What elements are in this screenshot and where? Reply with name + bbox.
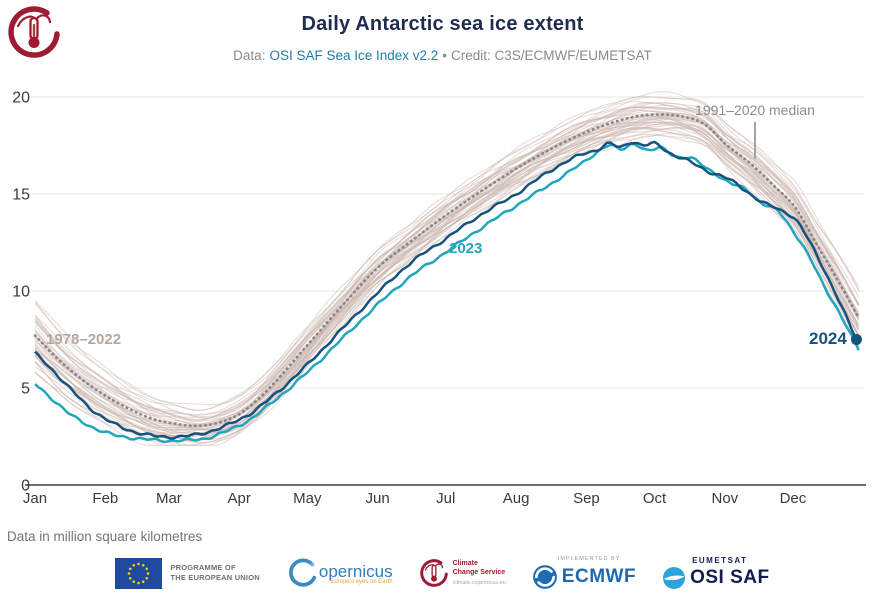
- y-tick-label: 20: [12, 90, 30, 107]
- osisaf-name: OSI SAF: [690, 567, 770, 588]
- background-year-line: [34, 109, 860, 425]
- c3s-footer-logo: Climate Change Service climate.copernicu…: [419, 558, 506, 588]
- background-year-line: [34, 96, 860, 412]
- eumetsat-label: EUMETSAT: [692, 556, 748, 565]
- x-tick-label: Sep: [573, 490, 600, 507]
- copernicus-name: opernicus: [318, 561, 393, 581]
- background-year-line: [34, 102, 860, 419]
- ecmwf-logo: IMPLEMENTED BY ECMWF: [532, 556, 636, 590]
- background-year-line: [34, 101, 860, 416]
- latest-value-dot: [850, 334, 862, 345]
- x-tick-label: Aug: [503, 490, 530, 507]
- median-pointer-line: [754, 122, 756, 159]
- background-year-line: [34, 121, 860, 435]
- x-tick-label: May: [293, 490, 322, 507]
- background-year-line: [34, 118, 860, 433]
- background-year-line: [34, 110, 860, 426]
- background-year-line: [34, 126, 860, 441]
- background-year-line: [34, 96, 860, 411]
- page-subtitle: Data: OSI SAF Sea Ice Index v2.2 • Credit: …: [0, 48, 885, 63]
- footer-logos: PROGRAMME OF THE EUROPEAN UNION opernicu…: [0, 556, 885, 590]
- ecmwf-icon: [532, 565, 557, 589]
- c3s-url: climate.copernicus.eu: [452, 580, 506, 587]
- separator-bullet: •: [442, 48, 448, 63]
- series-line-2024: [34, 140, 857, 440]
- y-tick-label: 5: [21, 381, 30, 398]
- background-year-line: [34, 127, 860, 444]
- year-2024-label: 2024: [809, 329, 847, 348]
- data-source-link[interactable]: OSI SAF Sea Ice Index v2.2: [269, 48, 439, 63]
- x-tick-label: Apr: [228, 490, 251, 507]
- background-year-line: [34, 117, 860, 431]
- x-tick-label: Nov: [712, 490, 739, 507]
- climate-change-service-icon: [8, 6, 60, 58]
- sea-ice-extent-chart: 0 5 10 15 20 Jan Feb Mar Apr May Jun Jul Aug Sep Oct No…: [12, 90, 866, 507]
- copernicus-tagline: Europe's eyes on Earth: [330, 578, 393, 585]
- y-tick-label: 15: [12, 187, 30, 204]
- copernicus-swirl-icon: [288, 558, 316, 587]
- eu-programme-logo: PROGRAMME OF THE EUROPEAN UNION: [115, 557, 260, 589]
- background-year-line: [34, 106, 860, 421]
- osisaf-logo: EUMETSAT OSI SAF: [662, 556, 770, 590]
- background-year-line: [34, 109, 860, 426]
- background-year-line: [34, 126, 860, 442]
- osisaf-icon: [663, 567, 686, 589]
- x-tick-label: Feb: [92, 490, 118, 507]
- series-line-2023: [34, 142, 860, 444]
- eu-programme-line2: THE EUROPEAN UNION: [170, 573, 260, 582]
- page-title: Daily Antarctic sea ice extent: [301, 13, 584, 35]
- y-tick-label: 10: [12, 284, 30, 301]
- ecmwf-name: ECMWF: [561, 566, 637, 587]
- implemented-by-label: IMPLEMENTED BY: [557, 556, 621, 562]
- background-year-line: [34, 126, 860, 441]
- c3s-line1: Climate: [452, 559, 478, 567]
- median-label: 1991–2020 median: [695, 102, 815, 118]
- x-tick-label: Jan: [23, 490, 47, 507]
- x-tick-label: Jul: [436, 490, 455, 507]
- eu-programme-line1: PROGRAMME OF: [170, 562, 236, 572]
- series-line-1991-2020-median: [33, 113, 861, 428]
- units-footnote: Data in million square kilometres: [7, 529, 203, 544]
- background-year-line: [34, 121, 860, 434]
- eu-flag-icon: [115, 557, 163, 589]
- background-year-line: [34, 117, 860, 431]
- data-label: Data:: [233, 48, 266, 63]
- background-year-line: [34, 121, 860, 437]
- x-tick-label: Oct: [643, 490, 667, 507]
- background-year-line: [34, 118, 860, 432]
- background-years-label: 1978–2022: [46, 331, 122, 348]
- background-year-line: [34, 129, 860, 443]
- copernicus-logo: opernicus Europe's eyes on Earth: [286, 557, 393, 589]
- y-tick-label: 0: [21, 478, 30, 495]
- x-tick-label: Dec: [780, 490, 807, 507]
- credit-text: Credit: C3S/ECMWF/EUMETSAT: [451, 48, 652, 63]
- x-tick-label: Jun: [366, 490, 390, 507]
- year-2023-label: 2023: [449, 240, 483, 257]
- climate-change-service-icon: [419, 559, 448, 587]
- background-year-line: [34, 134, 860, 446]
- c3s-line2: Change Service: [452, 568, 506, 576]
- x-tick-label: Mar: [156, 490, 182, 507]
